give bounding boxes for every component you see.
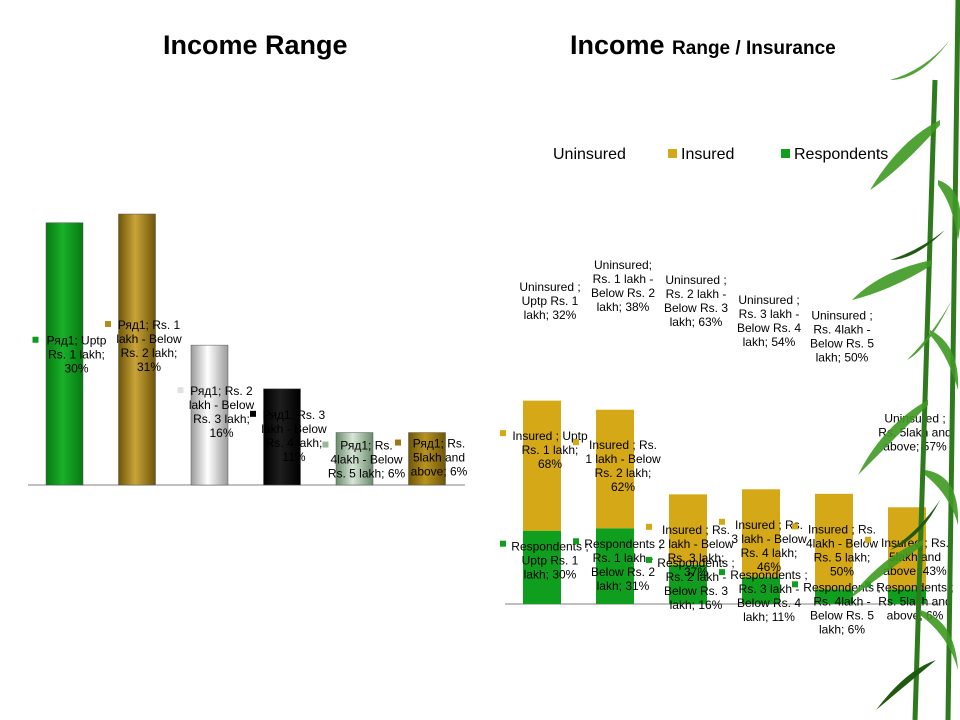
insured-swatch-2 <box>573 439 579 445</box>
uninsured-bar-3 <box>669 318 707 494</box>
respondents-swatch-2 <box>573 538 579 544</box>
left-label-swatch-5 <box>323 442 329 448</box>
insured-swatch-1 <box>500 430 506 436</box>
left-data-label-5: Ряд1; Rs. 4lakh - Below Rs. 5 lakh; 6% <box>328 439 406 481</box>
uninsured-label-4: Uninsured ; Rs. 3 lakh -Below Rs. 4 lakh; … <box>737 293 801 349</box>
respondents-label-2: Respondents ; Rs. 1 lakh -Below Rs. 2 lakh… <box>584 537 661 593</box>
left-data-label-6: Ряд1; Rs. 5lakh and above; 6% <box>411 437 468 479</box>
uninsured-label-2: Uninsured; Rs. 1 lakh -Below Rs. 2 lakh; 3… <box>591 258 655 314</box>
left-label-swatch-2 <box>105 321 111 327</box>
uninsured-label-3: Uninsured ; Rs. 2 lakh -Below Rs. 3 lakh; … <box>664 273 728 329</box>
uninsured-bar-4 <box>742 338 780 489</box>
insured-swatch-4 <box>719 519 725 525</box>
respondents-label-4: Respondents ; Rs. 3 lakh -Below Rs. 4 lakh… <box>730 568 807 624</box>
bamboo-decoration <box>840 0 960 720</box>
respondents-swatch-3 <box>646 557 652 563</box>
left-label-swatch-6 <box>395 440 401 446</box>
left-label-swatch-1 <box>33 337 39 343</box>
uninsured-bar-1 <box>523 311 561 400</box>
insured-swatch-3 <box>646 524 652 530</box>
respondents-label-1: Respondents ; Uptp Rs. 1 lakh; 30% <box>511 540 588 582</box>
insured-swatch-5 <box>792 523 798 529</box>
respondents-swatch-4 <box>719 569 725 575</box>
uninsured-label-1: Uninsured ; Uptp Rs. 1 lakh; 32% <box>519 280 580 322</box>
respondents-swatch-1 <box>500 541 506 547</box>
left-label-swatch-4 <box>250 411 256 417</box>
respondents-swatch-5 <box>792 581 798 587</box>
left-label-swatch-3 <box>178 387 184 393</box>
uninsured-bar-2 <box>596 303 634 409</box>
